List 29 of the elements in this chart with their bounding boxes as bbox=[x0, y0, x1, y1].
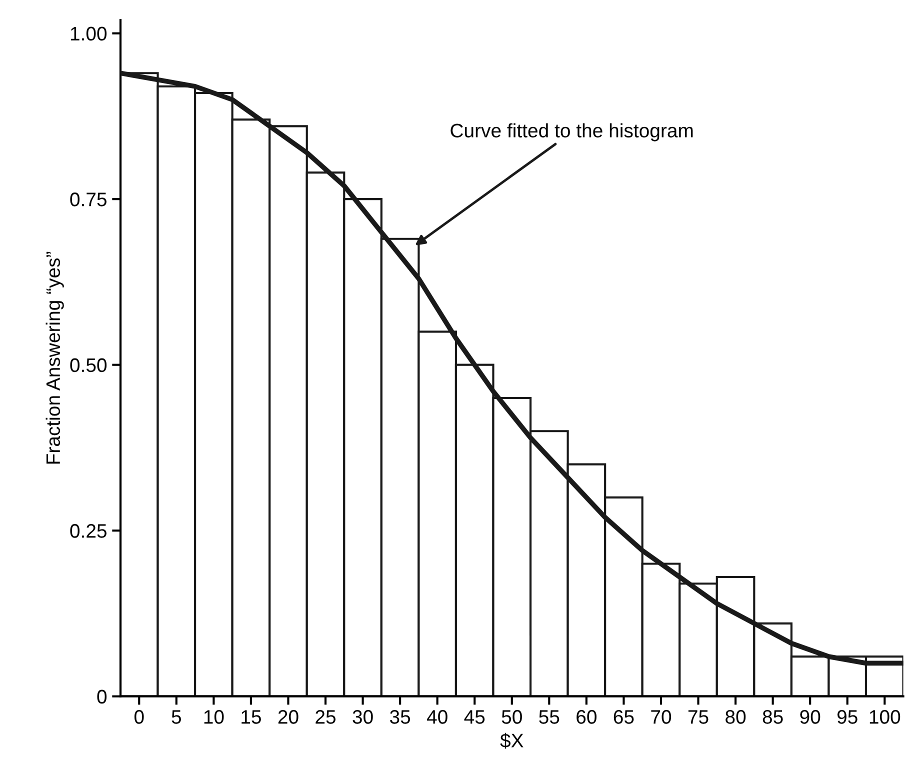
x-axis-title: $X bbox=[500, 732, 524, 749]
x-tick-label: 55 bbox=[539, 710, 560, 724]
x-tick-label: 80 bbox=[726, 710, 746, 724]
x-tick-label: 20 bbox=[278, 710, 298, 724]
x-tick-label: 90 bbox=[800, 710, 820, 724]
x-tick-label: 95 bbox=[837, 710, 858, 724]
x-tick-label: 50 bbox=[502, 710, 522, 724]
x-tick-label: 45 bbox=[464, 710, 485, 724]
x-tick-label: 85 bbox=[762, 710, 783, 724]
y-axis-title: Fraction Answering “yes” bbox=[46, 252, 64, 464]
x-tick-label: 60 bbox=[576, 710, 596, 724]
x-tick-label: 100 bbox=[870, 710, 900, 724]
y-tick-label: 1.00 bbox=[70, 26, 107, 41]
annotation: Curve fitted to the histogram bbox=[450, 123, 693, 142]
y-tick-label: 0.25 bbox=[70, 524, 106, 538]
x-tick-label: 65 bbox=[614, 710, 634, 724]
y-tick-label: 0.50 bbox=[70, 358, 107, 372]
x-tick-label: 40 bbox=[426, 710, 448, 724]
x-tick-label: 10 bbox=[204, 710, 224, 724]
x-tick-label: 15 bbox=[242, 710, 261, 724]
x-tick-label: 35 bbox=[390, 710, 410, 724]
x-tick-label: 25 bbox=[316, 710, 336, 724]
x-tick-label: 70 bbox=[651, 710, 672, 724]
x-tick-label: 30 bbox=[352, 710, 373, 724]
y-tick-label: 0 bbox=[97, 690, 107, 704]
x-tick-label: 75 bbox=[688, 710, 708, 724]
x-tick-label: 0 bbox=[134, 710, 144, 724]
y-tick-label: 0.75 bbox=[70, 192, 106, 206]
x-tick-label: 5 bbox=[172, 710, 182, 724]
